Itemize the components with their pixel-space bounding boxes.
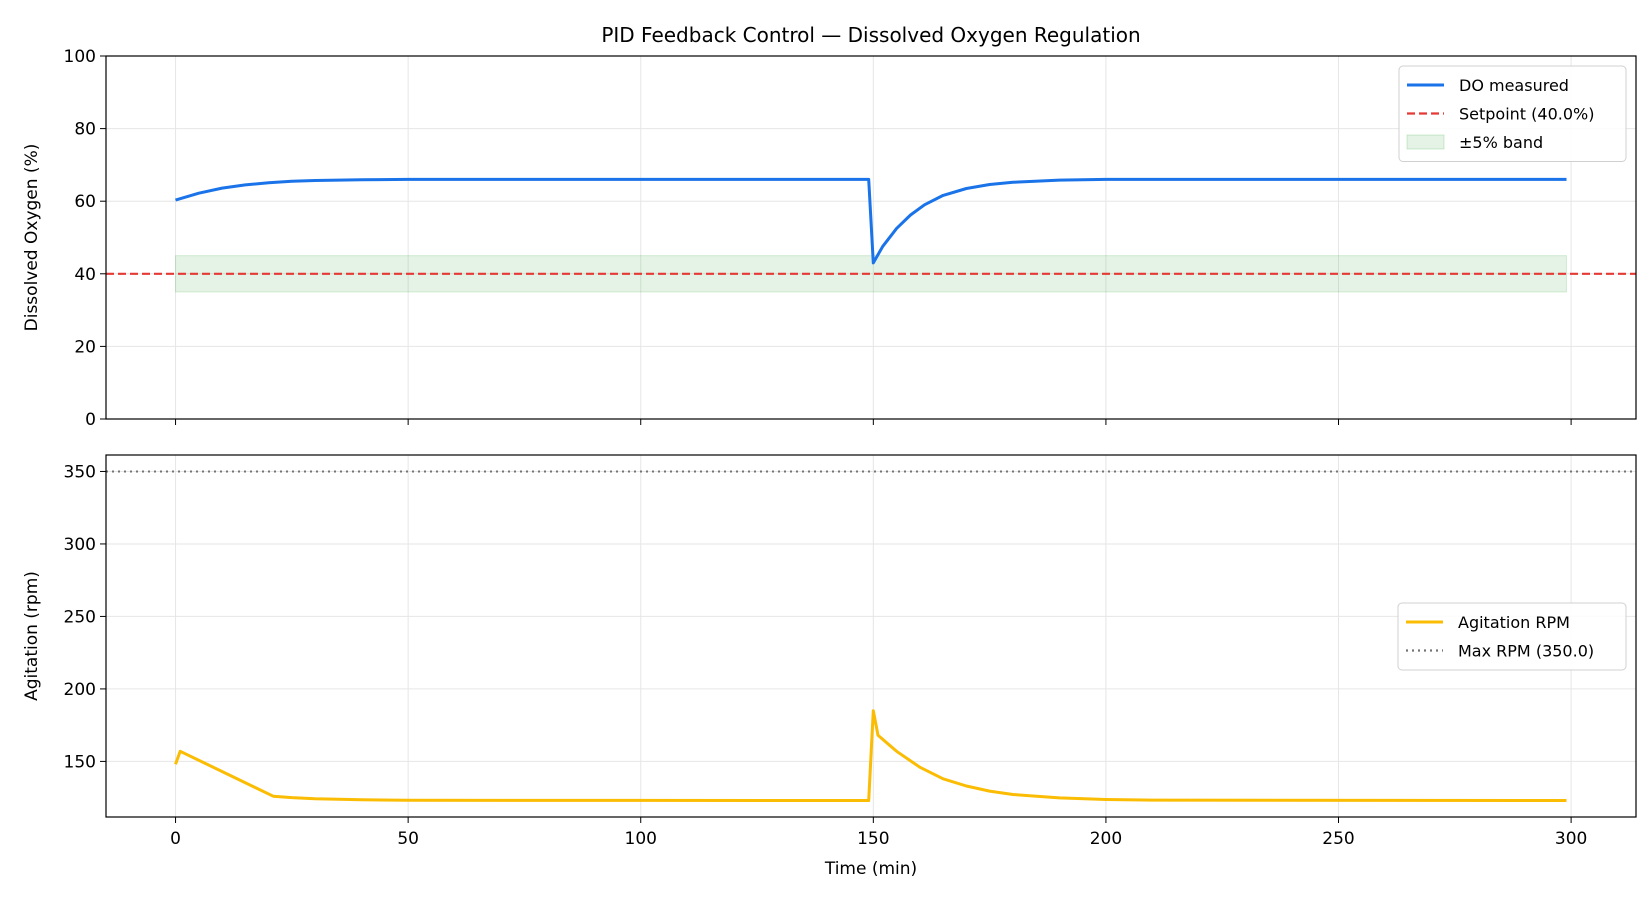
legend-label: Setpoint (40.0%)	[1459, 105, 1594, 124]
x-tick-label: 300	[1555, 829, 1587, 849]
legend-label: ±5% band	[1459, 133, 1543, 152]
axes-frame	[105, 55, 1637, 420]
y-tick-label: 150	[64, 752, 96, 772]
y-tick-label: 80	[74, 120, 96, 140]
do-measured-line	[175, 177, 1567, 265]
y-tick-label: 60	[74, 192, 96, 212]
y-tick-label: 20	[74, 337, 96, 357]
rpm-axes: 0 50 100 150 200 250 300 150 200 250 300 350 Agitati…	[22, 454, 1637, 879]
agitation-rpm-line	[174, 709, 1567, 802]
x-axis-label: Time (min)	[824, 859, 917, 879]
x-tick-label: 0	[170, 829, 181, 849]
y-axis-label: Dissolved Oxygen (%)	[22, 144, 42, 332]
legend: DO measured Setpoint (40.0%) ±5% band	[1398, 65, 1627, 162]
y-axis-label: Agitation (rpm)	[22, 571, 42, 701]
legend-swatch-band	[1406, 134, 1445, 150]
x-tick-label: 250	[1322, 829, 1354, 849]
y-tick-label: 100	[64, 47, 96, 67]
y-tick-label: 350	[64, 462, 96, 482]
axes-frame	[105, 454, 1637, 818]
y-tick-label: 250	[64, 607, 96, 627]
do-axes: 0 20 40 60 80 100 Dissolved Oxygen (%) DO measu…	[22, 47, 1637, 430]
legend-box	[1397, 602, 1627, 671]
legend-label: DO measured	[1459, 76, 1569, 95]
x-tick-label: 200	[1090, 829, 1122, 849]
y-tick-label: 40	[74, 265, 96, 285]
x-tick-label: 50	[397, 829, 419, 849]
y-tick-label: 0	[85, 410, 96, 430]
legend-box	[1398, 65, 1627, 162]
legend-label: Agitation RPM	[1458, 613, 1570, 632]
y-tick-label: 300	[64, 535, 96, 555]
chart-title: PID Feedback Control — Dissolved Oxygen …	[601, 23, 1140, 47]
x-tick-label: 150	[857, 829, 889, 849]
legend-label: Max RPM (350.0)	[1458, 642, 1594, 661]
legend: Agitation RPM Max RPM (350.0)	[1397, 602, 1627, 671]
x-tick-label: 100	[625, 829, 657, 849]
y-tick-label: 200	[64, 680, 96, 700]
